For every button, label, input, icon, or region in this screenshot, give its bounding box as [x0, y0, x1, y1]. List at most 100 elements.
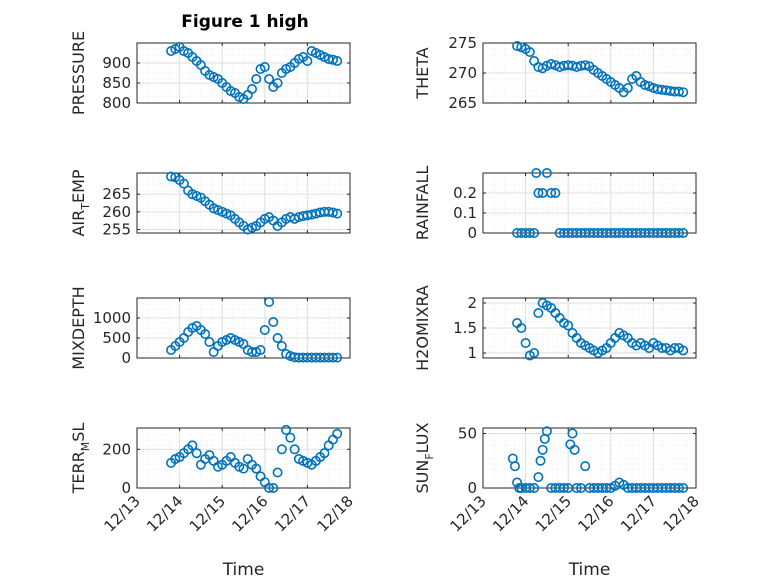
- subplot-pressure: 800 850 900 PRESSURE: [69, 31, 351, 115]
- subplot-theta: 265 270 275 THETA: [413, 34, 697, 112]
- data-point: [569, 444, 580, 455]
- data-point: [208, 455, 219, 466]
- data-point: [524, 482, 535, 493]
- y-axis-label: MIXDEPTH: [69, 286, 88, 369]
- subplot-sun-f-lux: 0 50 SUNFLUX 12/13 12/14 12/15 12/16 12/17 12/18…: [413, 422, 703, 580]
- subplot-h2omixra: 1 1.5 2 H2OMIXRA: [413, 285, 697, 371]
- data-point: [673, 482, 684, 493]
- subplot-terr-m-sl: 0 200 TERRMSL 12/13 12/14 12/15 12/16 12/17 12/1…: [69, 423, 357, 580]
- data-point: [580, 60, 591, 71]
- axes-box: [136, 427, 351, 489]
- y-tick-label: 0: [121, 349, 131, 367]
- data-point: [533, 307, 544, 318]
- data-point: [276, 340, 287, 351]
- y-tick-label: 0: [467, 479, 477, 497]
- data-point: [319, 448, 330, 459]
- data-point: [678, 345, 689, 356]
- data-point: [509, 461, 520, 472]
- y-tick-label: 0: [467, 224, 477, 242]
- y-tick-label: 1.5: [453, 319, 477, 337]
- y-axis-label: TERRMSL: [69, 423, 92, 495]
- data-point: [191, 448, 202, 459]
- y-tick-label: 50: [458, 424, 477, 442]
- data-point: [187, 440, 198, 451]
- data-point: [678, 87, 689, 98]
- x-tick-label: 12/13: [101, 492, 144, 535]
- data-point: [204, 336, 215, 347]
- data-point: [673, 228, 684, 239]
- data-point: [531, 168, 542, 179]
- data-point: [332, 55, 343, 66]
- data-point: [535, 455, 546, 466]
- data-point: [622, 83, 633, 94]
- data-point: [529, 347, 540, 358]
- x-tick-label: 12/14: [143, 492, 186, 535]
- data-point: [255, 344, 266, 355]
- y-tick-label: 265: [448, 94, 477, 112]
- data-point: [166, 171, 177, 182]
- x-axis-label: Time: [568, 560, 611, 580]
- y-axis-label: RAINFALL: [413, 166, 432, 241]
- data-point: [302, 55, 313, 66]
- x-tick-label: 12/18: [660, 492, 703, 535]
- data-point: [327, 54, 338, 65]
- y-axis-label: PRESSURE: [69, 31, 88, 115]
- data-point: [332, 428, 343, 439]
- data-point: [327, 207, 338, 218]
- y-tick-label: 270: [448, 64, 477, 82]
- data-point: [327, 352, 338, 363]
- data-point: [558, 482, 569, 493]
- data-point: [272, 467, 283, 478]
- data-point: [242, 453, 253, 464]
- data-point: [541, 168, 552, 179]
- data-point: [289, 444, 300, 455]
- subplot-rainfall: 0 0.1 0.2 RAINFALL: [413, 166, 697, 242]
- data-point: [264, 296, 275, 307]
- x-tick-label: 12/17: [271, 492, 314, 535]
- data-point: [529, 228, 540, 239]
- axes-box: [136, 172, 351, 234]
- data-point: [238, 463, 249, 474]
- y-tick-label: 0.2: [453, 184, 477, 202]
- y-tick-label: 1000: [93, 309, 131, 327]
- x-tick-label: 12/14: [489, 492, 532, 535]
- data-point: [332, 352, 343, 363]
- x-tick-label: 12/16: [228, 492, 271, 535]
- data-point: [178, 178, 189, 189]
- y-tick-label: 1: [467, 344, 477, 362]
- y-tick-label: 0.1: [453, 204, 477, 222]
- data-point: [285, 432, 296, 443]
- y-tick-label: 850: [102, 74, 131, 92]
- x-tick-label: 12/17: [617, 492, 660, 535]
- y-tick-label: 275: [448, 34, 477, 52]
- data-point: [208, 346, 219, 357]
- data-point: [259, 324, 270, 335]
- data-point: [546, 188, 557, 199]
- data-point: [529, 482, 540, 493]
- data-point: [281, 424, 292, 435]
- y-tick-label: 265: [102, 185, 131, 203]
- data-point: [550, 188, 561, 199]
- x-tick-label: 12/16: [574, 492, 617, 535]
- data-point: [272, 78, 283, 89]
- data-point: [678, 482, 689, 493]
- data-point: [678, 228, 689, 239]
- data-point: [276, 444, 287, 455]
- subplot-mixdepth: 0 500 1000 MIXDEPTH: [69, 286, 351, 370]
- y-tick-label: 800: [102, 94, 131, 112]
- data-point: [268, 316, 279, 327]
- data-point: [524, 228, 535, 239]
- x-axis-label: Time: [222, 560, 265, 580]
- data-point: [639, 80, 650, 91]
- data-point: [533, 188, 544, 199]
- y-axis-label: THETA: [413, 47, 432, 99]
- y-tick-label: 2: [467, 294, 477, 312]
- data-point: [571, 482, 582, 493]
- data-point: [251, 463, 262, 474]
- data-point: [247, 84, 258, 95]
- axes-box: [136, 297, 351, 359]
- figure-title: Figure 1 high: [181, 12, 309, 32]
- data-point: [259, 61, 270, 72]
- data-point: [516, 322, 527, 333]
